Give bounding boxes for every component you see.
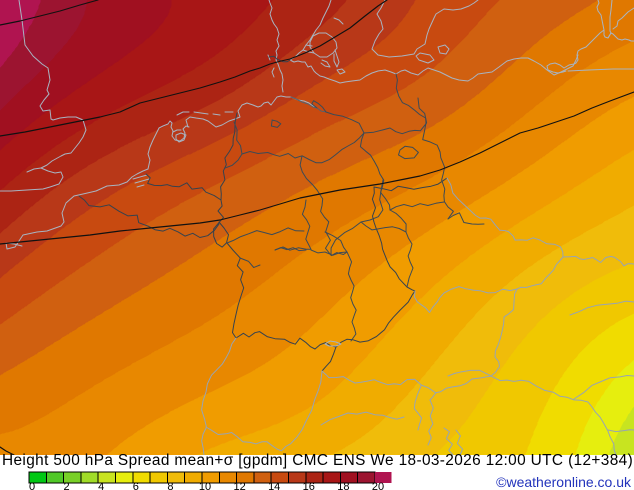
svg-text:12: 12 (233, 481, 245, 490)
svg-text:20: 20 (372, 481, 384, 490)
svg-text:6: 6 (133, 481, 139, 490)
svg-text:10: 10 (199, 481, 211, 490)
svg-text:16: 16 (303, 481, 315, 490)
svg-text:14: 14 (268, 481, 280, 490)
svg-text:18: 18 (337, 481, 349, 490)
svg-text:4: 4 (98, 481, 104, 490)
svg-text:8: 8 (167, 481, 173, 490)
svg-text:2: 2 (64, 481, 70, 490)
svg-text:0: 0 (29, 481, 35, 490)
